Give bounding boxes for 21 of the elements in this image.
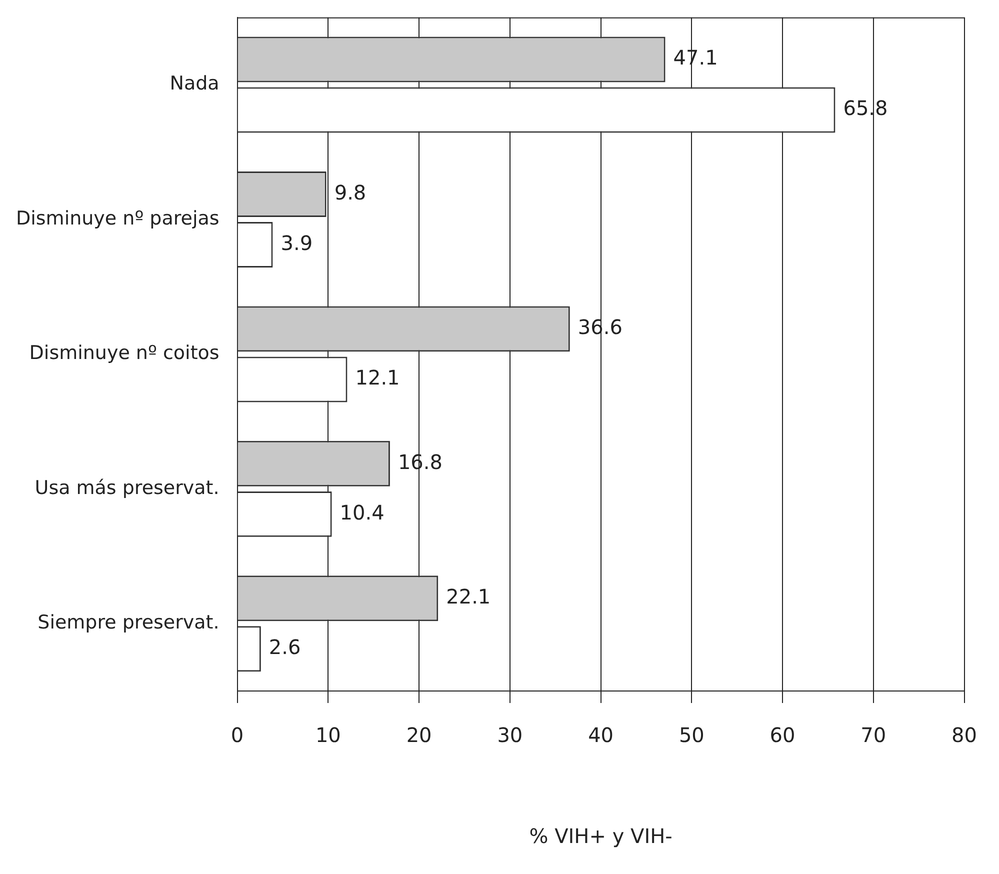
x-axis-title: % VIH+ y VIH- (529, 824, 672, 848)
data-label: 10.4 (340, 500, 384, 524)
y-tick-label: Siempre preservat. (38, 612, 220, 634)
data-label: 12.1 (355, 366, 400, 390)
x-tick-label: 10 (315, 723, 341, 748)
x-tick-label: 20 (406, 723, 432, 748)
x-tick-label: 80 (952, 723, 977, 748)
x-tick-label: 30 (497, 723, 523, 748)
x-tick-label: 60 (770, 723, 796, 748)
y-tick-label: Nada (170, 72, 220, 95)
x-tick-label: 0 (230, 723, 244, 748)
x-tick-label: 50 (678, 723, 704, 748)
data-label: 3.9 (280, 230, 313, 255)
data-label: 9.8 (334, 180, 366, 204)
x-tick-label: 70 (860, 723, 886, 748)
y-tick-label: Disminuye nº coitos (29, 342, 220, 364)
x-tick-label: 40 (588, 723, 614, 748)
y-tick-label: Usa más preservat. (34, 476, 220, 499)
data-label: 2.6 (268, 635, 301, 660)
data-label: 22.1 (446, 584, 491, 609)
y-tick-label: Disminuye nº parejas (16, 207, 220, 230)
